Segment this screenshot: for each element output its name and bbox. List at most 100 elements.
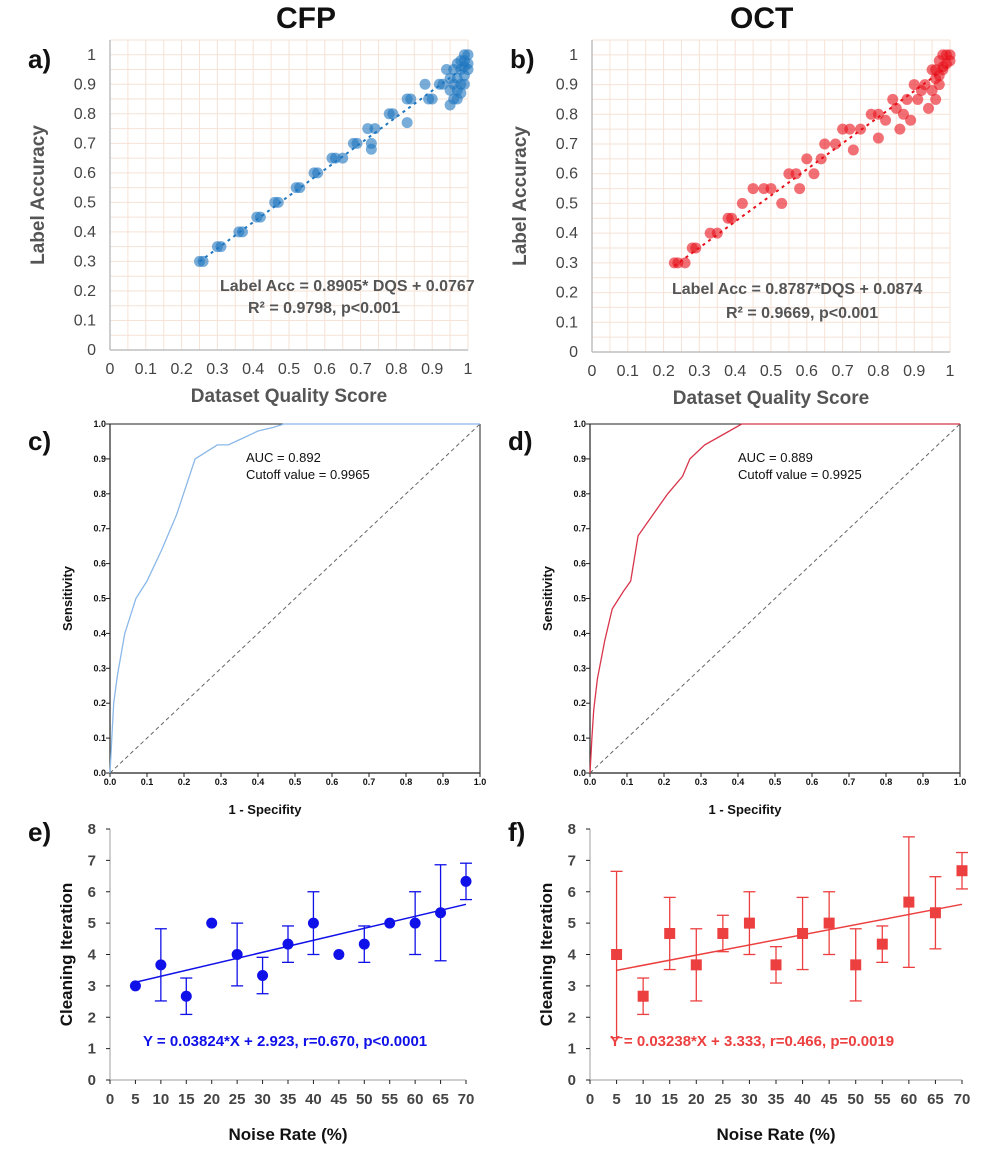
x-tick-label: 50 [847, 1091, 864, 1108]
x-tick-label: 0.3 [688, 363, 710, 380]
y-tick-label: 1 [87, 47, 96, 64]
y-tick-label: 0.7 [93, 524, 106, 534]
x-tick-label: 0.8 [867, 363, 889, 380]
x-tick-label: 0.7 [843, 777, 856, 787]
x-tick-label: 0.1 [617, 363, 639, 380]
y-tick-label: 0.1 [74, 312, 96, 329]
x-tick-label: 0.6 [314, 361, 336, 378]
y-tick-label: 0.1 [573, 733, 586, 743]
x-tick-label: 0.2 [658, 777, 671, 787]
x-tick-label: 0.8 [385, 361, 407, 378]
y-tick-label: 0 [568, 1072, 576, 1089]
data-point [903, 896, 915, 908]
x-tick-label: 1.0 [954, 777, 967, 787]
data-point [912, 93, 924, 105]
data-point [790, 168, 802, 180]
x-tick-label: 0.4 [252, 777, 265, 787]
data-point [236, 226, 248, 238]
y-tick-label: 0.9 [93, 454, 106, 464]
x-tick-label: 20 [688, 1091, 705, 1108]
y-tick-label: 0.8 [573, 489, 586, 499]
data-point [770, 959, 782, 971]
panel-e: e)0 5 10 15 20 25 30 35 40 45 50 55 60 65 70012345678N… [28, 817, 474, 1144]
x-tick-label: 0.5 [278, 361, 300, 378]
annotation-auc: AUC = 0.889 [738, 450, 813, 465]
x-axis-label: Noise Rate (%) [716, 1125, 835, 1144]
y-tick-label: 6 [88, 884, 96, 901]
y-tick-label: 0.5 [573, 594, 586, 604]
x-tick-label: 15 [661, 1091, 678, 1108]
y-tick-label: 4 [568, 947, 577, 964]
annotation-auc: AUC = 0.892 [246, 450, 321, 465]
y-tick-label: 8 [88, 821, 96, 838]
data-point [937, 61, 949, 73]
y-tick-label: 0.3 [556, 255, 578, 272]
data-point [365, 143, 377, 155]
data-point [458, 78, 470, 90]
y-tick-label: 0.5 [556, 195, 578, 212]
x-tick-label: 70 [954, 1091, 971, 1108]
annotation-equation: Label Acc = 0.8787*DQS + 0.0874 [672, 281, 922, 298]
x-tick-label: 45 [821, 1091, 838, 1108]
data-point [923, 102, 935, 114]
y-tick-label: 0.3 [573, 663, 586, 673]
data-point [929, 907, 941, 919]
data-point [876, 938, 888, 950]
y-axis-label: Sensitivity [60, 565, 75, 631]
x-tick-label: 0.9 [917, 777, 930, 787]
x-tick-label: 0.5 [289, 777, 302, 787]
panel-letter: a) [28, 44, 51, 74]
y-axis-label: Cleaning Iteration [57, 883, 76, 1027]
y-tick-label: 0.1 [93, 733, 106, 743]
data-point [294, 182, 306, 194]
annotation-cutoff: Cutoff value = 0.9965 [246, 467, 370, 482]
data-point [815, 153, 827, 165]
x-tick-label: 0.3 [206, 361, 228, 378]
panel-letter: b) [510, 44, 535, 74]
data-point [743, 917, 755, 929]
data-point [690, 959, 702, 971]
x-tick-label: 0.0 [104, 777, 117, 787]
x-tick-label: 0.4 [724, 363, 746, 380]
panel-b: b) 0 0.1 0.2 0.3 0.4 0.5 0.6 0.7 0.8 0.9 1 0 0.1 0.2 0.… [510, 39, 956, 409]
y-tick-label: 0.8 [74, 106, 96, 123]
annotation-r-squared: R² = 0.9798, p<0.001 [248, 300, 400, 317]
y-axis-label: Label Accuracy [28, 125, 49, 265]
y-tick-label: 0.5 [74, 194, 96, 211]
data-point [801, 153, 813, 165]
data-point [829, 138, 841, 150]
data-point [880, 114, 892, 126]
data-point [664, 927, 676, 939]
y-axis-label: Label Accuracy [510, 126, 531, 266]
y-tick-label: 6 [568, 884, 576, 901]
data-point [930, 93, 942, 105]
data-point [358, 938, 370, 950]
x-tick-label: 0.2 [178, 777, 191, 787]
x-tick-label: 0.7 [363, 777, 376, 787]
data-point [776, 197, 788, 209]
x-tick-label: 0.1 [135, 361, 157, 378]
y-tick-label: 0.8 [93, 489, 106, 499]
y-tick-label: 8 [568, 821, 576, 838]
x-tick-label: 0.9 [421, 361, 443, 378]
data-point [690, 242, 702, 254]
x-tick-label: 20 [203, 1091, 220, 1108]
panel-letter: f) [508, 817, 525, 847]
x-tick-label: 60 [901, 1091, 918, 1108]
x-axis-label: 1 - Specifity [229, 802, 303, 817]
y-tick-label: 2 [88, 1009, 96, 1026]
panel-f: f)0 5 10 15 20 25 30 35 40 45 50 55 60 65 70012345678N… [508, 817, 970, 1144]
data-point [257, 970, 269, 982]
x-tick-label: 0.6 [806, 777, 819, 787]
y-tick-label: 0.4 [74, 224, 96, 241]
x-tick-label: 45 [331, 1091, 348, 1108]
y-tick-label: 0.5 [93, 594, 106, 604]
y-tick-label: 2 [568, 1009, 576, 1026]
data-point [351, 137, 363, 149]
data-point [231, 949, 243, 960]
y-tick-label: 0.6 [573, 559, 586, 569]
y-tick-label: 0.9 [573, 454, 586, 464]
x-tick-label: 30 [254, 1091, 271, 1108]
data-point [850, 959, 862, 971]
column-title-oct: OCT [730, 2, 794, 35]
